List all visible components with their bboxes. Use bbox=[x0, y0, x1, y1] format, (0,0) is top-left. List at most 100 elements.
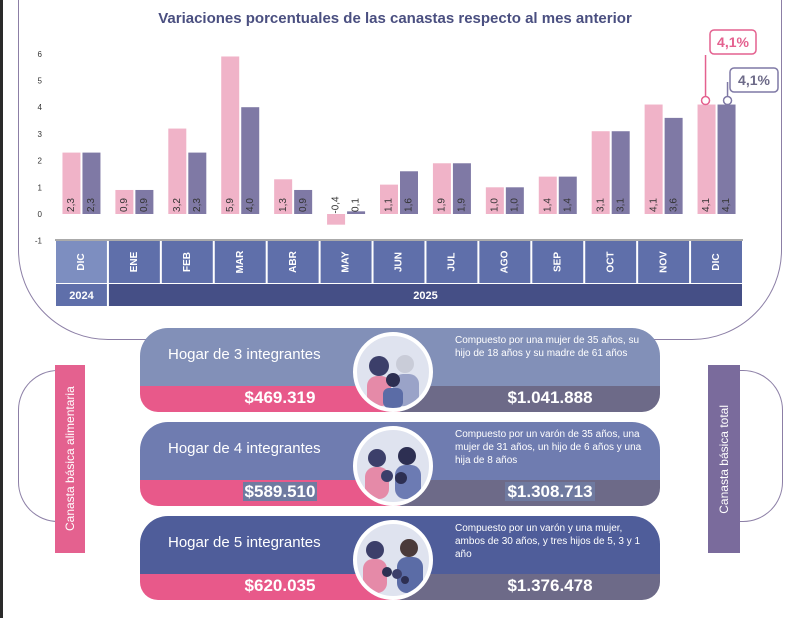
data-label: 1,4 bbox=[562, 198, 573, 212]
family-illustration bbox=[353, 426, 433, 506]
bar-cba bbox=[327, 214, 346, 225]
right-bracket bbox=[712, 370, 783, 522]
category-label: DIC bbox=[711, 253, 722, 270]
bar-cbt bbox=[611, 131, 630, 214]
cbt-value: $1.041.888 bbox=[507, 388, 593, 407]
cba-value: $620.035 bbox=[244, 576, 316, 595]
bar-cbt bbox=[347, 211, 366, 214]
cba-side-label: Canasta básica alimentaria bbox=[55, 365, 85, 553]
household-name: Hogar de 4 integrantes bbox=[168, 440, 321, 457]
cbt-side-label: Canasta básica total bbox=[708, 365, 740, 553]
y-tick-label: 3 bbox=[38, 130, 43, 139]
data-label: 1,4 bbox=[542, 198, 553, 212]
data-label: 3,1 bbox=[615, 198, 626, 212]
category-label: DIC bbox=[76, 253, 87, 270]
bar-cba bbox=[432, 163, 451, 214]
y-tick-label: 0 bbox=[38, 210, 43, 219]
cbt-bar bbox=[400, 574, 660, 600]
bar-cba bbox=[485, 187, 504, 214]
y-tick-label: 4 bbox=[38, 103, 43, 112]
category-label: AGO bbox=[499, 250, 510, 273]
category-label: FEB bbox=[182, 252, 193, 272]
data-label: 1,0 bbox=[489, 198, 500, 212]
category-cell bbox=[56, 241, 107, 283]
data-label: 3,6 bbox=[668, 198, 679, 212]
data-label: 0,9 bbox=[298, 198, 309, 212]
cbt-value: $1.308.713 bbox=[505, 482, 595, 501]
household-card-4: Hogar de 4 integrantes Compuesto por un … bbox=[140, 422, 660, 506]
data-label: -0,4 bbox=[331, 196, 342, 214]
year-label: 2024 bbox=[69, 290, 94, 302]
bar-cba bbox=[538, 176, 557, 214]
bar-cbt bbox=[452, 163, 471, 214]
bar-cba bbox=[697, 104, 716, 214]
category-cell bbox=[108, 241, 160, 283]
bar-cba bbox=[62, 152, 81, 214]
callout-dot-cbt bbox=[722, 95, 733, 106]
category-label: SEP bbox=[552, 252, 563, 272]
household-name: Hogar de 5 integrantes bbox=[168, 534, 321, 551]
household-description: Compuesto por una mujer de 35 años, su h… bbox=[455, 335, 639, 359]
data-label: 1,0 bbox=[509, 198, 520, 212]
data-label: 5,9 bbox=[225, 198, 236, 212]
data-label: 1,1 bbox=[384, 198, 395, 212]
family-illustration bbox=[353, 520, 433, 600]
callout-box-cba bbox=[709, 29, 757, 55]
data-label: 1,3 bbox=[278, 198, 289, 212]
left-border bbox=[0, 0, 3, 618]
category-cell bbox=[161, 241, 213, 283]
data-label: 4,1 bbox=[648, 198, 659, 212]
bar-cbt bbox=[505, 187, 524, 214]
household-card-3: Hogar de 3 integrantes Compuesto por una… bbox=[140, 328, 660, 412]
category-cell bbox=[691, 241, 742, 283]
year-cell bbox=[56, 284, 107, 306]
data-label: 0,1 bbox=[351, 198, 362, 212]
bar-cba bbox=[274, 179, 293, 214]
category-label: ENE bbox=[129, 251, 140, 272]
household-name: Hogar de 3 integrantes bbox=[168, 346, 321, 363]
bar-cbt bbox=[400, 171, 418, 214]
bar-cba bbox=[168, 128, 187, 214]
bar-cba bbox=[380, 184, 398, 214]
data-label: 2,3 bbox=[86, 198, 97, 212]
chart-title: Variaciones porcentuales de las canastas… bbox=[158, 10, 632, 27]
category-cell bbox=[638, 241, 690, 283]
y-tick-label: 1 bbox=[38, 183, 43, 192]
data-label: 3,2 bbox=[172, 198, 183, 212]
category-cell bbox=[479, 241, 531, 283]
data-label: 2,3 bbox=[192, 198, 203, 212]
bar-cba bbox=[644, 104, 663, 214]
data-label: 4,1 bbox=[701, 198, 712, 212]
household-description: Compuesto por un varón de 35 años, una m… bbox=[455, 429, 642, 466]
bar-cba bbox=[115, 189, 134, 214]
y-tick-label: 5 bbox=[38, 77, 43, 86]
year-cell bbox=[108, 284, 742, 306]
data-label: 0,9 bbox=[119, 198, 130, 212]
bar-chart: -1 0 1 2 3 4 5 6 2,3 2,3 0,9 0,9 3,2 2,3 5,9 4,0 1,3 0,9 -… bbox=[35, 29, 779, 306]
bar-cbt bbox=[558, 176, 577, 214]
bar-cba bbox=[591, 131, 610, 214]
bar-cbt bbox=[241, 107, 260, 214]
bar-cbt bbox=[664, 117, 683, 214]
bar-cbt bbox=[82, 152, 101, 214]
bar-cbt bbox=[294, 189, 313, 214]
category-label: NOV bbox=[658, 251, 669, 273]
data-label: 4,1 bbox=[721, 198, 732, 212]
category-cell bbox=[267, 241, 319, 283]
data-label: 1,9 bbox=[437, 198, 448, 212]
category-cell bbox=[214, 241, 266, 283]
cbt-value: $1.376.478 bbox=[507, 576, 593, 595]
cbt-bar bbox=[400, 386, 660, 412]
bar-cbt bbox=[717, 104, 736, 214]
data-label: 2,3 bbox=[66, 198, 77, 212]
bar-cbt bbox=[188, 152, 207, 214]
category-label: JUL bbox=[447, 253, 458, 272]
y-tick-label: 6 bbox=[38, 50, 43, 59]
callout-label-cbt: 4,1% bbox=[738, 72, 770, 88]
y-tick-label: 2 bbox=[38, 157, 43, 166]
category-label: OCT bbox=[605, 251, 616, 272]
callout-label-cba: 4,1% bbox=[717, 34, 749, 50]
category-cell bbox=[426, 241, 478, 283]
category-label: MAY bbox=[341, 251, 352, 273]
bar-cba bbox=[221, 56, 240, 214]
